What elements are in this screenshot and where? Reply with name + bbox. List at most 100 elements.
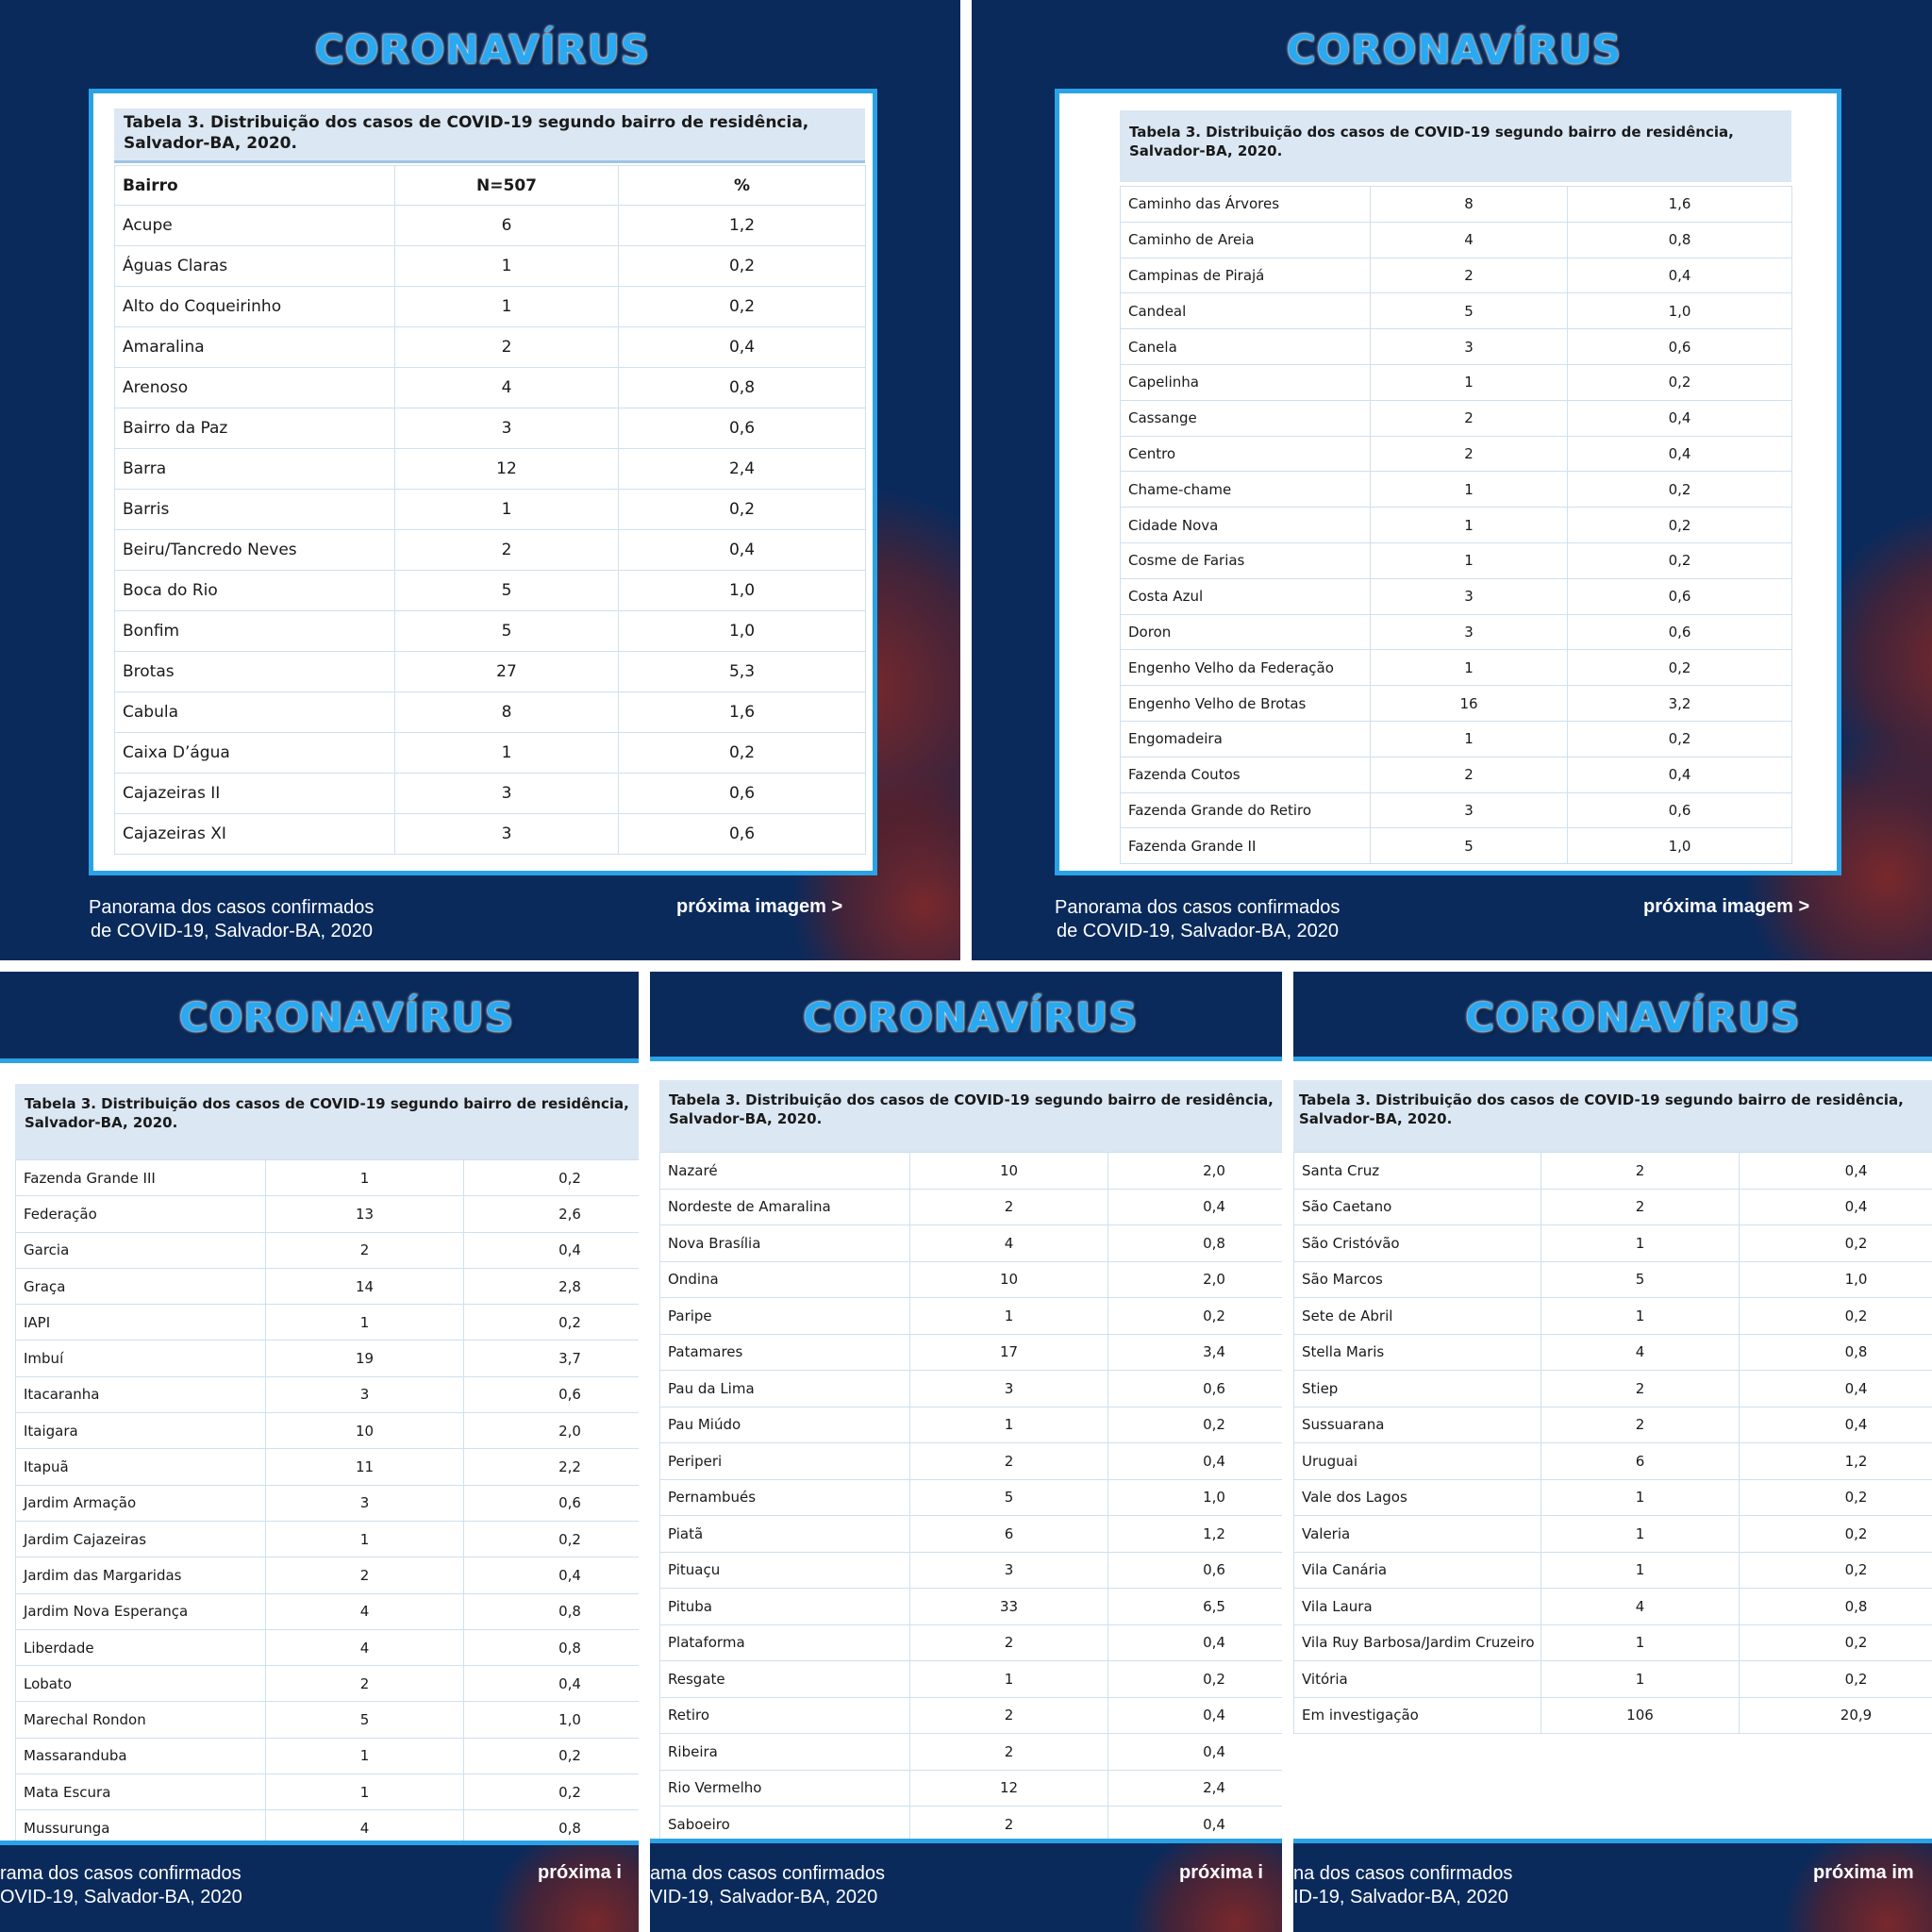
- table-row: Fazenda Grande do Retiro 3 0,6: [1120, 791, 1792, 829]
- cell-bairro: Vitória: [1293, 1660, 1541, 1698]
- table-row: Rio Vermelho 12 2,4: [659, 1769, 1282, 1807]
- panel-title: CORONAVÍRUS: [1465, 994, 1801, 1041]
- cell-count: 1: [265, 1158, 464, 1197]
- cell-count: 5: [1541, 1260, 1740, 1298]
- cell-bairro: Vila Laura: [1293, 1588, 1541, 1625]
- cell-bairro: Lobato: [15, 1665, 266, 1703]
- cell-bairro: Plataforma: [659, 1624, 910, 1661]
- cell-percent: 0,2: [1567, 720, 1792, 758]
- table-row: Stiep 2 0,4: [1293, 1370, 1932, 1407]
- cell-bairro: Itapuã: [15, 1448, 266, 1486]
- cell-count: 17: [909, 1333, 1108, 1371]
- table-row: Mussurunga 4 0,8: [15, 1809, 639, 1840]
- table-row: Caminho das Árvores 8 1,6: [1120, 186, 1792, 223]
- table-row: Jardim Armação 3 0,6: [15, 1484, 639, 1522]
- cell-percent: 0,2: [1739, 1515, 1932, 1553]
- cell-count: 1: [909, 1406, 1108, 1443]
- cell-bairro: Fazenda Grande do Retiro: [1120, 791, 1371, 829]
- table-row: Amaralina 2 0,4: [114, 326, 866, 368]
- cell-bairro: Retiro: [659, 1696, 910, 1734]
- cell-bairro: Acupe: [114, 205, 395, 246]
- cell-count: 10: [909, 1260, 1108, 1298]
- cell-bairro: Nordeste de Amaralina: [659, 1188, 910, 1225]
- cell-count: 1: [909, 1297, 1108, 1335]
- next-image-link[interactable]: próxima im: [1813, 1862, 1914, 1883]
- cases-table: Santa Cruz 2 0,4 São Caetano 2 0,4 São Cristóv…: [1293, 1152, 1932, 1734]
- cell-count: 2: [265, 1231, 464, 1269]
- cell-percent: 0,4: [1567, 756, 1792, 793]
- cell-count: 2: [909, 1806, 1108, 1839]
- next-image-link[interactable]: próxima imagem >: [676, 896, 843, 917]
- cell-bairro: Graça: [15, 1267, 266, 1306]
- table-row: Doron 3 0,6: [1120, 613, 1792, 651]
- cell-count: 2: [909, 1696, 1108, 1734]
- cell-percent: 0,2: [1739, 1551, 1932, 1589]
- cell-count: 2: [1370, 257, 1568, 294]
- cell-bairro: Bonfim: [114, 610, 395, 652]
- cell-count: 1: [1370, 649, 1568, 687]
- table-row: Lobato 2 0,4: [15, 1665, 639, 1703]
- cell-bairro: Pernambués: [659, 1478, 910, 1516]
- cell-count: 5: [394, 570, 619, 611]
- cell-count: 1: [1370, 471, 1568, 508]
- cell-count: 10: [909, 1152, 1108, 1190]
- table-row: Cosme de Farias 1 0,2: [1120, 541, 1792, 579]
- table-row: Retiro 2 0,4: [659, 1696, 1282, 1734]
- cell-bairro: Costa Azul: [1120, 577, 1371, 615]
- cell-percent: 1,0: [1739, 1260, 1932, 1298]
- cell-percent: 0,2: [1739, 1478, 1932, 1516]
- cell-percent: 0,6: [618, 773, 866, 814]
- cell-percent: 6,5: [1108, 1588, 1282, 1625]
- cell-count: 4: [394, 367, 619, 408]
- cell-percent: 0,2: [618, 489, 866, 530]
- next-image-link[interactable]: próxima i: [1179, 1862, 1263, 1883]
- cases-table: Caminho das Árvores 8 1,6 Caminho de Areia 4…: [1120, 186, 1792, 865]
- table-caption: Tabela 3. Distribuição dos casos de COVI…: [114, 108, 865, 163]
- cell-percent: 0,2: [618, 732, 866, 774]
- cell-bairro: Piatã: [659, 1515, 910, 1553]
- cell-percent: 3,2: [1567, 685, 1792, 722]
- cell-percent: 0,2: [1108, 1406, 1282, 1443]
- table-row: Barris 1 0,2: [114, 489, 866, 530]
- table-caption: Tabela 3. Distribuição dos casos de COVI…: [1293, 1080, 1932, 1152]
- slide-panel-2: CORONAVÍRUS Tabela 3. Distribuição dos c…: [972, 0, 1932, 960]
- next-image-link[interactable]: próxima imagem >: [1643, 896, 1810, 917]
- cell-percent: 0,2: [1739, 1297, 1932, 1335]
- cell-count: 4: [1541, 1333, 1740, 1371]
- cell-count: 3: [265, 1375, 464, 1414]
- panel-title: CORONAVÍRUS: [1286, 26, 1623, 73]
- cell-bairro: Pituba: [659, 1588, 910, 1625]
- table-row: Itaigara 10 2,0: [15, 1412, 639, 1450]
- cell-percent: 0,8: [618, 367, 866, 408]
- table-row: Jardim das Margaridas 2 0,4: [15, 1557, 639, 1594]
- table-row: Ondina 10 2,0: [659, 1260, 1282, 1298]
- next-image-link[interactable]: próxima i: [538, 1862, 622, 1883]
- table-row: Nordeste de Amaralina 2 0,4: [659, 1188, 1282, 1225]
- cell-count: 1: [394, 286, 619, 327]
- cell-percent: 2,6: [463, 1195, 639, 1233]
- cell-percent: 0,4: [463, 1231, 639, 1269]
- cell-count: 2: [1541, 1152, 1740, 1190]
- cell-percent: 2,4: [1108, 1769, 1282, 1807]
- footer-caption: ama dos casos confirmados VID-19, Salvad…: [650, 1863, 886, 1907]
- cell-count: 1: [1541, 1660, 1740, 1698]
- cell-percent: 0,6: [463, 1375, 639, 1414]
- cell-bairro: Centro: [1120, 435, 1371, 473]
- cell-bairro: Massaranduba: [15, 1737, 266, 1775]
- cell-count: 10: [265, 1412, 464, 1450]
- cases-table: Bairro N=507 % Acupe 6 1,2 Águas Claras 1 0,2…: [114, 165, 866, 855]
- cell-percent: 1,0: [463, 1701, 639, 1739]
- cell-bairro: Stiep: [1293, 1370, 1541, 1407]
- footer-caption: Panorama dos casos confirmados de COVID-…: [1055, 897, 1341, 941]
- table-row: Uruguai 6 1,2: [1293, 1442, 1932, 1480]
- cell-percent: 0,2: [618, 286, 866, 327]
- cell-count: 1: [1370, 720, 1568, 758]
- cell-bairro: Mussurunga: [15, 1809, 266, 1840]
- cell-bairro: Boca do Rio: [114, 570, 395, 611]
- cell-bairro: Periperi: [659, 1442, 910, 1480]
- cell-percent: 1,2: [618, 205, 866, 246]
- table-row: Saboeiro 2 0,4: [659, 1806, 1282, 1839]
- table-row: Federação 13 2,6: [15, 1195, 639, 1233]
- cell-bairro: Sussuarana: [1293, 1406, 1541, 1443]
- cell-bairro: Pau da Lima: [659, 1370, 910, 1407]
